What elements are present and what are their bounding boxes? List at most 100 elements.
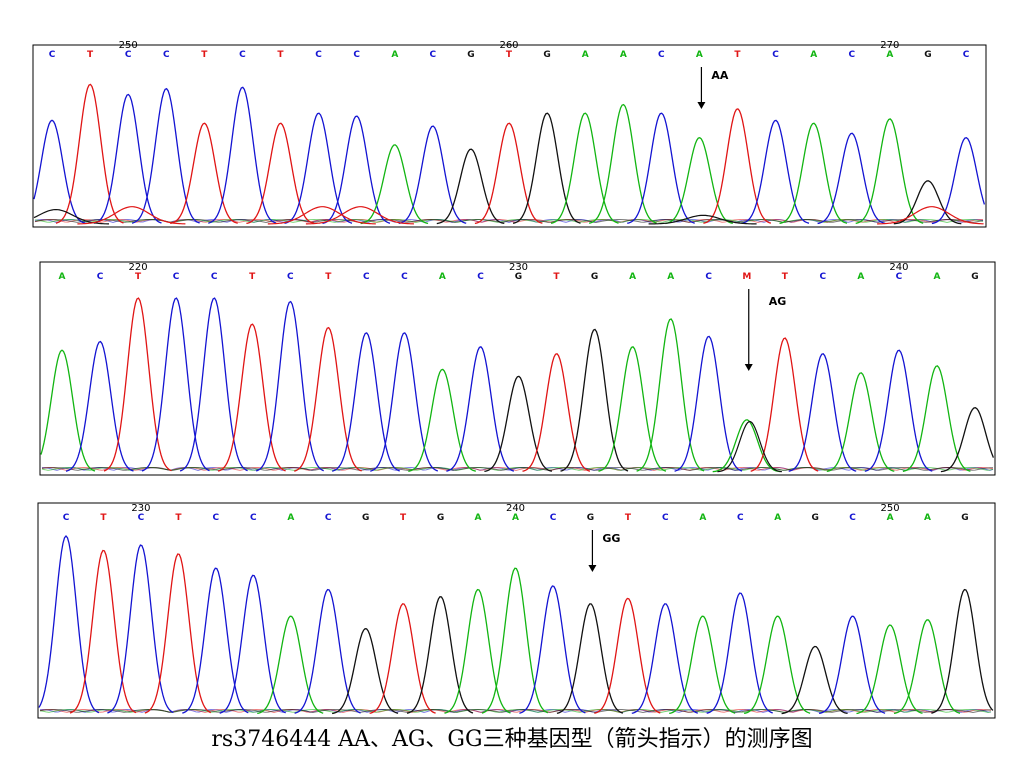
peak-19 [706, 592, 773, 714]
base-call-5: C [212, 513, 219, 523]
peak-16 [598, 346, 667, 472]
peak-21 [779, 122, 848, 225]
arrow-head [697, 102, 706, 109]
peak-11 [406, 595, 474, 714]
base-call-3: C [138, 513, 145, 523]
base-call-17: A [667, 272, 674, 282]
base-call-17: C [662, 513, 669, 523]
base-call-13: G [515, 272, 522, 282]
base-call-21: C [819, 272, 826, 282]
base-call-7: A [287, 513, 294, 523]
secondary-peak-1 [717, 420, 782, 473]
peak-20 [750, 337, 819, 472]
base-call-11: A [439, 272, 446, 282]
base-call-22: C [848, 50, 855, 60]
secondary-peak-4 [305, 206, 414, 225]
genotype-label: AG [769, 295, 787, 308]
peak-5 [179, 297, 248, 472]
base-call-24: A [934, 272, 941, 282]
peak-3 [103, 297, 172, 472]
genotype-label: AA [711, 69, 729, 82]
peak-25 [931, 588, 994, 714]
base-call-15: G [587, 513, 594, 523]
peak-18 [669, 615, 736, 715]
base-call-16: A [620, 50, 627, 60]
base-call-11: G [437, 513, 444, 523]
baseline-trace-g [39, 708, 992, 714]
base-call-20: C [772, 50, 779, 60]
base-call-12: C [477, 272, 484, 282]
base-call-23: C [896, 272, 903, 282]
peak-21 [781, 645, 848, 715]
base-call-5: T [201, 50, 208, 60]
secondary-peak-3 [267, 206, 376, 225]
base-call-15: G [591, 272, 598, 282]
base-call-9: G [362, 513, 369, 523]
base-call-16: T [625, 513, 632, 523]
peak-8 [294, 326, 362, 472]
base-call-9: C [353, 50, 360, 60]
peak-15 [550, 112, 619, 224]
peak-19 [712, 419, 781, 473]
peak-20 [741, 119, 810, 225]
base-call-3: C [125, 50, 132, 60]
base-call-1: A [59, 272, 66, 282]
base-call-12: G [467, 50, 474, 60]
base-call-22: A [857, 272, 864, 282]
base-call-25: G [961, 513, 968, 523]
peak-3 [107, 544, 174, 714]
base-call-14: C [550, 513, 557, 523]
peak-2 [65, 340, 134, 472]
position-230: 230 [131, 503, 150, 514]
base-call-1: C [63, 513, 70, 523]
base-call-13: A [512, 513, 519, 523]
peak-25 [931, 136, 986, 225]
base-call-8: T [325, 272, 332, 282]
base-call-24: A [924, 513, 931, 523]
peak-8 [294, 588, 361, 714]
peak-10 [370, 332, 439, 472]
peak-14 [512, 112, 581, 224]
peak-16 [594, 597, 661, 714]
base-call-19: T [734, 50, 741, 60]
genotype-label: GG [602, 532, 620, 545]
peak-23 [856, 624, 923, 715]
peak-22 [818, 615, 886, 715]
base-call-23: A [887, 513, 894, 523]
base-call-19: M [742, 272, 751, 282]
peak-24 [893, 619, 961, 715]
peak-1 [38, 534, 100, 714]
base-call-22: C [849, 513, 856, 523]
peak-12 [446, 346, 515, 472]
base-call-20: T [782, 272, 789, 282]
position-260: 260 [499, 40, 518, 51]
peak-10 [360, 144, 429, 225]
secondary-peak-2 [77, 206, 186, 225]
base-call-6: T [249, 272, 256, 282]
peak-8 [284, 112, 353, 224]
peak-4 [144, 553, 212, 714]
base-call-18: A [699, 513, 706, 523]
base-call-5: C [211, 272, 218, 282]
peak-9 [331, 628, 399, 715]
peak-18 [665, 136, 733, 225]
base-call-7: T [277, 50, 284, 60]
peak-6 [219, 574, 286, 714]
peak-21 [788, 353, 857, 472]
secondary-peak-1 [33, 209, 109, 225]
base-call-2: T [100, 513, 107, 523]
base-call-6: C [239, 50, 246, 60]
peak-19 [703, 108, 772, 224]
base-call-21: G [812, 513, 819, 523]
base-call-21: A [810, 50, 817, 60]
base-call-25: G [971, 272, 978, 282]
panel-frame [32, 44, 987, 228]
panel-frame [39, 261, 996, 476]
peak-5 [182, 567, 249, 714]
base-call-19: C [737, 513, 744, 523]
peak-7 [246, 122, 315, 225]
peak-23 [864, 349, 933, 472]
